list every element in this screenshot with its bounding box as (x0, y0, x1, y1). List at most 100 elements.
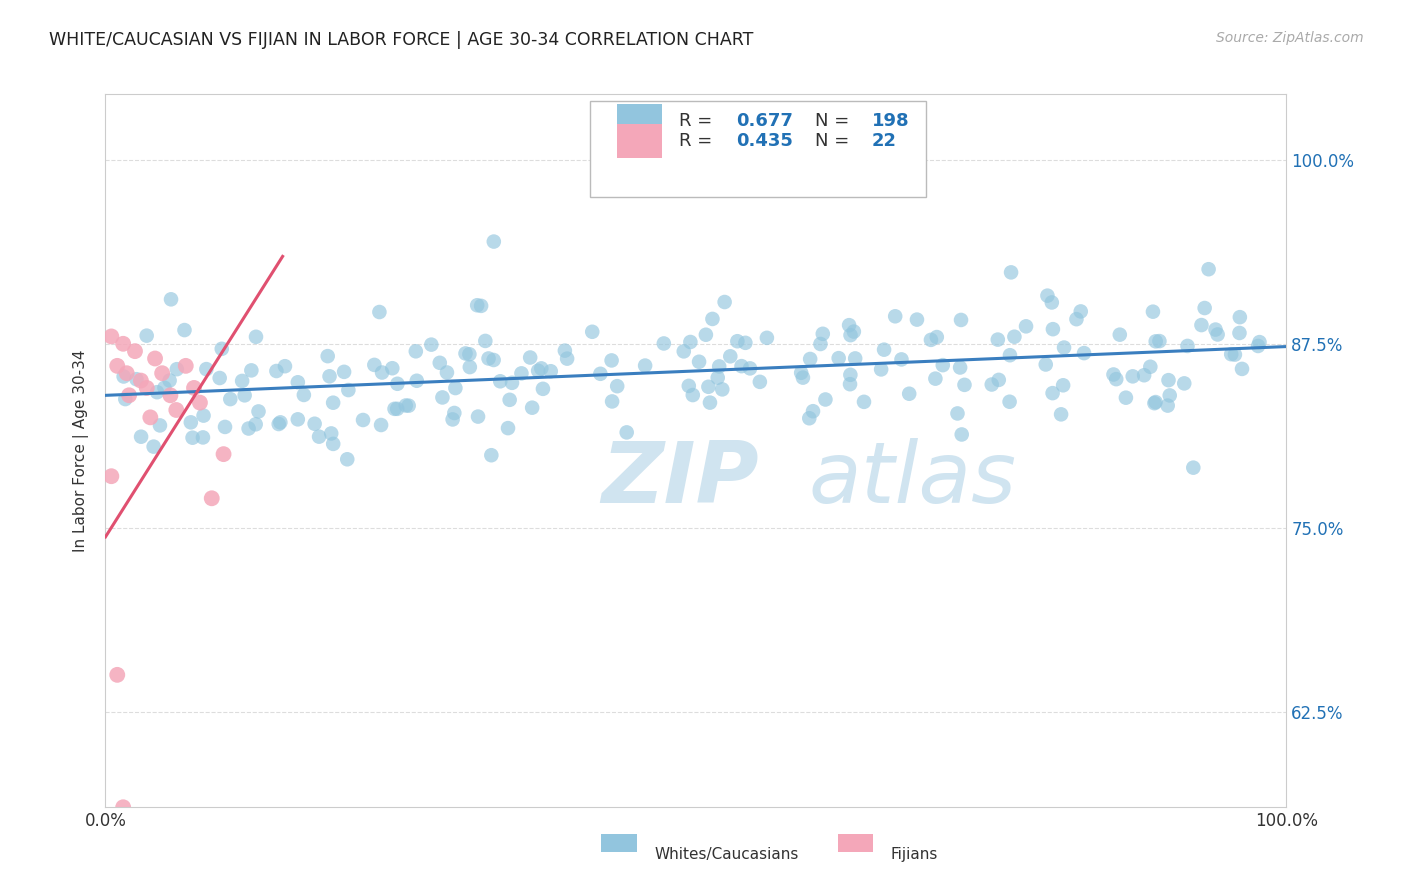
Point (1133, 368, 1156, 383)
Point (870, 362, 893, 376)
Point (810, 337, 832, 351)
FancyBboxPatch shape (589, 101, 927, 197)
Point (606, 379, 628, 393)
Point (953, 377, 976, 392)
Point (165, 403, 187, 417)
Point (706, 370, 728, 384)
Text: 198: 198 (872, 112, 910, 130)
Point (398, 399, 420, 413)
Point (112, 800, 135, 814)
Point (384, 401, 406, 416)
Point (1036, 288, 1059, 302)
Point (159, 388, 181, 402)
Point (682, 388, 704, 402)
Point (429, 356, 451, 370)
Point (1002, 329, 1025, 343)
Point (193, 409, 215, 423)
Point (1052, 378, 1074, 392)
Point (510, 367, 533, 381)
Point (950, 313, 973, 327)
Point (139, 410, 162, 425)
Point (581, 325, 603, 339)
Point (853, 395, 876, 409)
Text: 22: 22 (872, 132, 897, 150)
Point (124, 344, 146, 359)
Point (873, 343, 896, 357)
Point (1015, 319, 1038, 334)
Point (1182, 460, 1205, 475)
Point (371, 366, 394, 380)
Point (1040, 295, 1063, 310)
Bar (602, 834, 637, 852)
Point (1122, 369, 1144, 384)
Point (180, 415, 202, 429)
Point (1053, 341, 1076, 355)
Y-axis label: In Labor Force | Age 30-34: In Labor Force | Age 30-34 (73, 349, 90, 552)
Point (838, 318, 860, 333)
Point (1173, 376, 1195, 391)
Point (1206, 327, 1229, 342)
Point (153, 381, 176, 395)
Point (454, 346, 477, 360)
Point (998, 394, 1021, 409)
Point (181, 431, 204, 445)
Point (149, 418, 172, 433)
Point (135, 381, 157, 395)
Text: R =: R = (679, 132, 718, 150)
Point (699, 395, 721, 409)
Point (115, 366, 138, 380)
Point (1191, 318, 1213, 332)
Point (987, 333, 1010, 347)
Point (496, 421, 519, 435)
Point (1000, 265, 1022, 279)
Point (1139, 359, 1161, 374)
Bar (617, 124, 662, 158)
Point (711, 383, 734, 397)
Point (709, 359, 731, 374)
Point (173, 323, 195, 337)
Point (304, 417, 326, 431)
Point (474, 334, 496, 348)
Point (1177, 339, 1199, 353)
Point (792, 370, 814, 384)
Text: N =: N = (815, 132, 855, 150)
Point (112, 369, 135, 384)
Point (143, 351, 166, 366)
Point (266, 364, 288, 378)
Point (166, 362, 188, 376)
Point (465, 298, 488, 312)
Point (105, 359, 128, 373)
Point (801, 404, 824, 418)
Point (980, 377, 1002, 392)
Point (1108, 327, 1130, 342)
Point (233, 388, 256, 402)
Point (238, 421, 260, 435)
Point (150, 366, 173, 380)
Point (688, 355, 710, 369)
Point (1066, 312, 1088, 326)
Point (188, 395, 211, 409)
Point (321, 426, 343, 441)
Point (444, 381, 467, 395)
Point (697, 380, 720, 394)
Point (443, 406, 465, 420)
Point (755, 331, 778, 345)
Point (498, 392, 520, 407)
Point (274, 359, 297, 374)
Point (519, 351, 541, 365)
Point (713, 295, 735, 310)
Point (1102, 368, 1125, 382)
Point (738, 361, 761, 376)
Point (600, 353, 623, 368)
Point (142, 440, 165, 454)
Point (432, 391, 454, 405)
Point (247, 404, 270, 418)
Point (520, 401, 543, 415)
Point (129, 374, 152, 388)
Point (100, 329, 122, 343)
Text: 0.677: 0.677 (737, 112, 793, 130)
Point (292, 388, 315, 402)
Point (436, 366, 458, 380)
Point (114, 392, 136, 406)
Text: Source: ZipAtlas.com: Source: ZipAtlas.com (1216, 31, 1364, 45)
